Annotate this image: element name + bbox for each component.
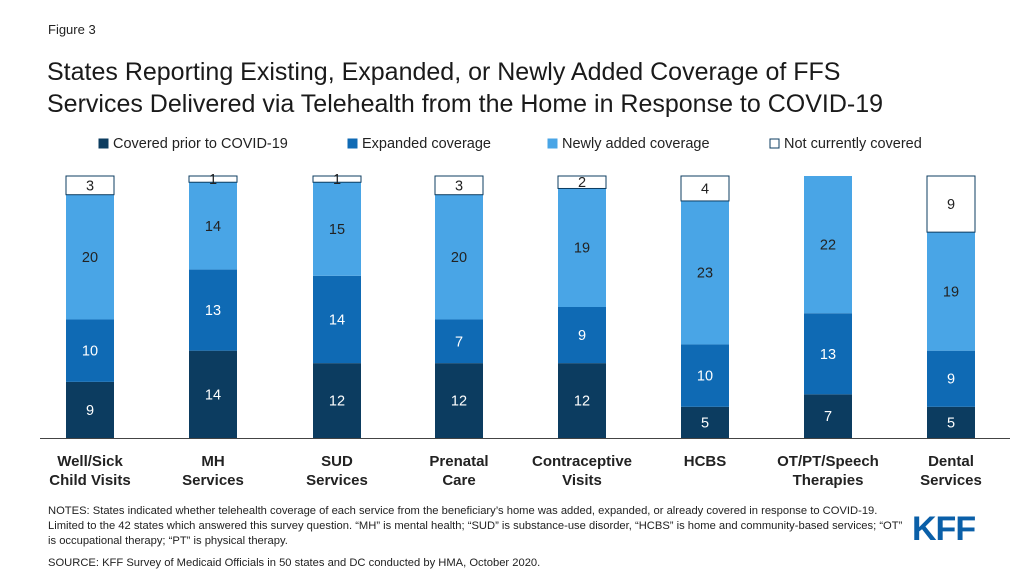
data-label: 1 xyxy=(333,172,341,188)
bar-segment-new xyxy=(681,200,729,345)
data-label: 14 xyxy=(205,387,221,403)
data-label: 12 xyxy=(451,394,467,410)
bar-segment-prior xyxy=(313,363,361,438)
category-label: Therapies xyxy=(793,472,864,489)
data-label: 9 xyxy=(86,403,94,419)
legend-label-not-covered: Not currently covered xyxy=(784,136,922,152)
category-label: Visits xyxy=(562,472,602,489)
data-label: 9 xyxy=(947,197,955,213)
category-label: Dental xyxy=(928,453,974,470)
bar-segment-prior xyxy=(681,406,729,438)
data-label: 20 xyxy=(82,250,98,266)
category-label: OT/PT/Speech xyxy=(777,453,879,470)
category-label: Care xyxy=(442,472,475,489)
bar-segment-new xyxy=(313,182,361,276)
bar-segment-prior xyxy=(558,363,606,438)
data-label: 1 xyxy=(209,172,217,188)
category-label: Services xyxy=(920,472,982,489)
category-label: Contraceptive xyxy=(532,453,632,470)
bar-segment-not-covered xyxy=(557,175,607,189)
bar-segment-prior xyxy=(804,394,852,438)
data-label: 19 xyxy=(943,284,959,300)
bar-segment-new xyxy=(804,176,852,314)
data-label: 10 xyxy=(82,344,98,360)
legend-swatch-not-covered xyxy=(769,138,780,149)
category-label: Services xyxy=(182,472,244,489)
bar-segment-expanded xyxy=(313,275,361,364)
legend-entry-expanded: Expanded coverage xyxy=(347,136,491,152)
data-label: 13 xyxy=(205,303,221,319)
data-label: 3 xyxy=(455,178,463,194)
data-label: 9 xyxy=(947,372,955,388)
bar-segment-expanded xyxy=(927,350,975,407)
bar-segment-prior xyxy=(66,381,114,438)
data-label: 19 xyxy=(574,241,590,257)
figure-label: Figure 3 xyxy=(48,22,96,37)
data-label: 5 xyxy=(947,415,955,431)
bar-segment-new xyxy=(435,194,483,320)
bar-segment-new xyxy=(66,194,114,320)
category-label: Child Visits xyxy=(49,472,130,489)
bar-segment-expanded xyxy=(558,307,606,364)
bar-segment-not-covered xyxy=(312,175,362,183)
data-label: 22 xyxy=(820,238,836,254)
legend-label-prior: Covered prior to COVID-19 xyxy=(113,136,288,152)
chart-title-line-2: Services Delivered via Telehealth from t… xyxy=(47,90,884,118)
legend-entry-prior: Covered prior to COVID-19 xyxy=(98,136,288,152)
legend-swatch-prior xyxy=(98,138,109,149)
category-label: Services xyxy=(306,472,368,489)
bar-segment-expanded xyxy=(804,313,852,395)
bar-segment-not-covered xyxy=(65,175,115,196)
data-label: 5 xyxy=(701,415,709,431)
data-label: 20 xyxy=(451,250,467,266)
data-label: 14 xyxy=(329,312,345,328)
category-label: SUD xyxy=(321,453,353,470)
data-label: 4 xyxy=(701,181,709,197)
bar-segment-not-covered xyxy=(434,175,484,196)
data-label: 12 xyxy=(574,394,590,410)
data-label: 13 xyxy=(820,347,836,363)
bar-segment-not-covered xyxy=(680,175,730,202)
legend-entry-not-covered: Not currently covered xyxy=(769,136,922,152)
notes-text: NOTES: States indicated whether teleheal… xyxy=(48,505,903,547)
category-label: Well/Sick xyxy=(57,453,123,470)
data-label: 9 xyxy=(578,328,586,344)
bar-segment-prior xyxy=(927,406,975,438)
chart-title: States Reporting Existing, Expanded, or … xyxy=(47,56,997,120)
stacked-bar-chart: Covered prior to COVID-19 Expanded covera… xyxy=(40,136,1010,489)
data-label: 15 xyxy=(329,222,345,238)
bar-segment-new xyxy=(189,182,237,270)
data-label: 10 xyxy=(697,369,713,385)
data-label: 12 xyxy=(329,394,345,410)
legend-swatch-new xyxy=(547,138,558,149)
data-label: 3 xyxy=(86,178,94,194)
bar-segment-not-covered xyxy=(188,175,238,183)
category-label: Prenatal xyxy=(429,453,488,470)
data-label: 14 xyxy=(205,219,221,235)
source-text: SOURCE: KFF Survey of Medicaid Officials… xyxy=(48,557,541,569)
legend-entry-new: Newly added coverage xyxy=(547,136,710,152)
bar-segment-new xyxy=(558,188,606,307)
data-label: 7 xyxy=(455,334,463,350)
bar-segment-prior xyxy=(435,363,483,438)
category-label: MH xyxy=(201,453,224,470)
legend-label-expanded: Expanded coverage xyxy=(362,136,491,152)
data-label: 23 xyxy=(697,266,713,282)
bar-segment-prior xyxy=(189,350,237,438)
legend-label-new: Newly added coverage xyxy=(562,136,710,152)
data-label: 7 xyxy=(824,409,832,425)
bar-segment-expanded xyxy=(189,269,237,351)
bar-segment-expanded xyxy=(66,319,114,382)
bar-segment-expanded xyxy=(435,319,483,364)
data-label: 2 xyxy=(578,175,586,191)
chart-title-line-1: States Reporting Existing, Expanded, or … xyxy=(47,58,841,86)
bar-segment-expanded xyxy=(681,344,729,407)
bar-segment-new xyxy=(927,232,975,351)
legend-swatch-expanded xyxy=(347,138,358,149)
category-label: HCBS xyxy=(684,453,727,470)
bar-segment-not-covered xyxy=(926,175,976,233)
kff-logo: KFF xyxy=(912,510,976,548)
